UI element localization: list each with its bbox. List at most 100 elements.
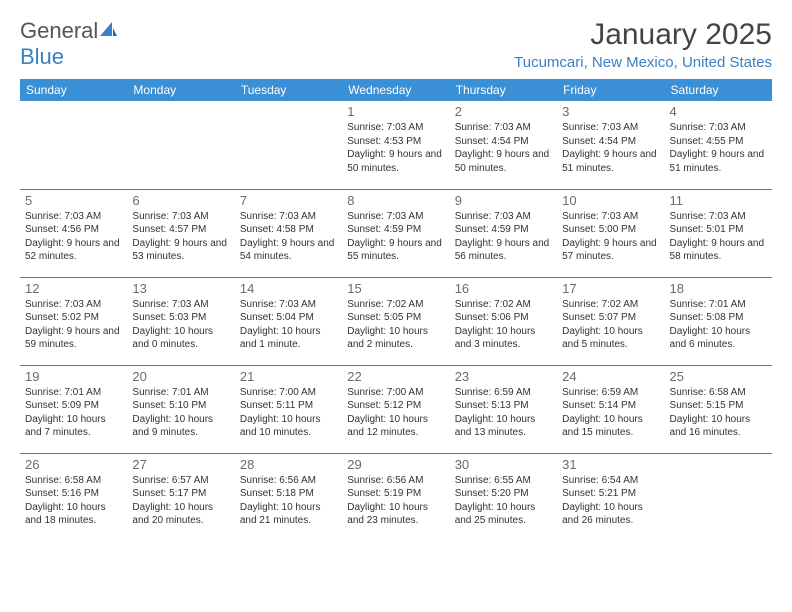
calendar-day-cell: 25 Sunrise: 6:58 AMSunset: 5:15 PMDayligh…	[665, 365, 772, 453]
day-number: 18	[670, 281, 767, 296]
day-number: 26	[25, 457, 122, 472]
day-number: 29	[347, 457, 444, 472]
day-number: 19	[25, 369, 122, 384]
day-number: 3	[562, 104, 659, 119]
day-header: Tuesday	[235, 79, 342, 101]
day-number: 8	[347, 193, 444, 208]
calendar-day-cell: 1Sunrise: 7:03 AMSunset: 4:53 PMDaylight…	[342, 101, 449, 189]
day-number: 30	[455, 457, 552, 472]
day-header: Friday	[557, 79, 664, 101]
calendar-day-cell: 20 Sunrise: 7:01 AMSunset: 5:10 PMDayligh…	[127, 365, 234, 453]
day-details: Sunrise: 7:01 AMSunset: 5:09 PMDaylight:…	[25, 386, 122, 440]
calendar-day-cell	[235, 101, 342, 189]
day-details: Sunrise: 6:59 AMSunset: 5:13 PMDaylight:…	[455, 386, 552, 440]
day-details: Sunrise: 7:03 AMSunset: 4:59 PMDaylight:…	[455, 210, 552, 264]
day-number: 22	[347, 369, 444, 384]
calendar-week-row: 12 Sunrise: 7:03 AMSunset: 5:02 PMDayligh…	[20, 277, 772, 365]
calendar-day-cell: 11 Sunrise: 7:03 AMSunset: 5:01 PMDayligh…	[665, 189, 772, 277]
day-number: 23	[455, 369, 552, 384]
calendar-week-row: 5Sunrise: 7:03 AMSunset: 4:56 PMDaylight…	[20, 189, 772, 277]
day-number: 25	[670, 369, 767, 384]
calendar-day-cell: 23 Sunrise: 6:59 AMSunset: 5:13 PMDayligh…	[450, 365, 557, 453]
day-details: Sunrise: 7:03 AMSunset: 4:56 PMDaylight:…	[25, 210, 122, 264]
calendar-day-cell: 4Sunrise: 7:03 AMSunset: 4:55 PMDaylight…	[665, 101, 772, 189]
day-number: 12	[25, 281, 122, 296]
calendar-day-cell: 9Sunrise: 7:03 AMSunset: 4:59 PMDaylight…	[450, 189, 557, 277]
calendar-day-cell: 12 Sunrise: 7:03 AMSunset: 5:02 PMDayligh…	[20, 277, 127, 365]
day-details: Sunrise: 7:02 AMSunset: 5:05 PMDaylight:…	[347, 298, 444, 352]
title-block: January 2025 Tucumcari, New Mexico, Unit…	[514, 18, 772, 71]
calendar-day-cell: 6 Sunrise: 7:03 AMSunset: 4:57 PMDaylight…	[127, 189, 234, 277]
calendar-day-cell: 24Sunrise: 6:59 AMSunset: 5:14 PMDayligh…	[557, 365, 664, 453]
day-number: 20	[132, 369, 229, 384]
day-details: Sunrise: 7:02 AMSunset: 5:06 PMDaylight:…	[455, 298, 552, 352]
logo-sail-icon	[98, 18, 118, 44]
calendar-day-cell: 7Sunrise: 7:03 AMSunset: 4:58 PMDaylight…	[235, 189, 342, 277]
day-number: 4	[670, 104, 767, 119]
day-details: Sunrise: 7:03 AMSunset: 4:54 PMDaylight:…	[562, 121, 659, 175]
day-details: Sunrise: 7:00 AMSunset: 5:11 PMDaylight:…	[240, 386, 337, 440]
day-details: Sunrise: 6:54 AMSunset: 5:21 PMDaylight:…	[562, 474, 659, 528]
logo: GeneralBlue	[20, 18, 118, 70]
day-details: Sunrise: 7:03 AMSunset: 4:53 PMDaylight:…	[347, 121, 444, 175]
calendar-day-cell: 18 Sunrise: 7:01 AMSunset: 5:08 PMDayligh…	[665, 277, 772, 365]
header: GeneralBlue January 2025 Tucumcari, New …	[20, 18, 772, 71]
calendar-day-cell: 28Sunrise: 6:56 AMSunset: 5:18 PMDayligh…	[235, 453, 342, 541]
calendar-day-cell: 29 Sunrise: 6:56 AMSunset: 5:19 PMDayligh…	[342, 453, 449, 541]
calendar-day-cell: 17Sunrise: 7:02 AMSunset: 5:07 PMDayligh…	[557, 277, 664, 365]
day-number: 16	[455, 281, 552, 296]
calendar-day-cell: 2Sunrise: 7:03 AMSunset: 4:54 PMDaylight…	[450, 101, 557, 189]
day-details: Sunrise: 7:00 AMSunset: 5:12 PMDaylight:…	[347, 386, 444, 440]
calendar-day-cell: 15 Sunrise: 7:02 AMSunset: 5:05 PMDayligh…	[342, 277, 449, 365]
calendar-week-row: 1Sunrise: 7:03 AMSunset: 4:53 PMDaylight…	[20, 101, 772, 189]
calendar-day-cell: 13 Sunrise: 7:03 AMSunset: 5:03 PMDayligh…	[127, 277, 234, 365]
day-details: Sunrise: 6:56 AMSunset: 5:19 PMDaylight:…	[347, 474, 444, 528]
day-details: Sunrise: 7:03 AMSunset: 4:59 PMDaylight:…	[347, 210, 444, 264]
day-number: 17	[562, 281, 659, 296]
day-details: Sunrise: 7:01 AMSunset: 5:08 PMDaylight:…	[670, 298, 767, 352]
calendar-day-cell: 22 Sunrise: 7:00 AMSunset: 5:12 PMDayligh…	[342, 365, 449, 453]
day-details: Sunrise: 7:03 AMSunset: 5:02 PMDaylight:…	[25, 298, 122, 352]
day-header: Thursday	[450, 79, 557, 101]
day-number: 6	[132, 193, 229, 208]
calendar-day-cell: 19 Sunrise: 7:01 AMSunset: 5:09 PMDayligh…	[20, 365, 127, 453]
day-number: 7	[240, 193, 337, 208]
page-title: January 2025	[514, 18, 772, 52]
day-details: Sunrise: 7:01 AMSunset: 5:10 PMDaylight:…	[132, 386, 229, 440]
logo-text-blue: Blue	[20, 44, 64, 69]
calendar-day-cell: 14 Sunrise: 7:03 AMSunset: 5:04 PMDayligh…	[235, 277, 342, 365]
day-details: Sunrise: 6:55 AMSunset: 5:20 PMDaylight:…	[455, 474, 552, 528]
location-text: Tucumcari, New Mexico, United States	[514, 54, 772, 71]
calendar-day-cell: 8 Sunrise: 7:03 AMSunset: 4:59 PMDaylight…	[342, 189, 449, 277]
calendar-day-cell	[127, 101, 234, 189]
calendar-day-cell: 31 Sunrise: 6:54 AMSunset: 5:21 PMDayligh…	[557, 453, 664, 541]
day-details: Sunrise: 6:58 AMSunset: 5:16 PMDaylight:…	[25, 474, 122, 528]
calendar-day-cell	[20, 101, 127, 189]
day-details: Sunrise: 7:03 AMSunset: 5:04 PMDaylight:…	[240, 298, 337, 352]
day-details: Sunrise: 6:57 AMSunset: 5:17 PMDaylight:…	[132, 474, 229, 528]
day-details: Sunrise: 7:03 AMSunset: 5:01 PMDaylight:…	[670, 210, 767, 264]
day-details: Sunrise: 6:58 AMSunset: 5:15 PMDaylight:…	[670, 386, 767, 440]
calendar-day-cell: 27Sunrise: 6:57 AMSunset: 5:17 PMDayligh…	[127, 453, 234, 541]
day-number: 31	[562, 457, 659, 472]
day-header-row: SundayMondayTuesdayWednesdayThursdayFrid…	[20, 79, 772, 101]
calendar-day-cell: 16 Sunrise: 7:02 AMSunset: 5:06 PMDayligh…	[450, 277, 557, 365]
logo-text-gray: General	[20, 18, 98, 43]
day-number: 14	[240, 281, 337, 296]
calendar-day-cell: 21Sunrise: 7:00 AMSunset: 5:11 PMDayligh…	[235, 365, 342, 453]
day-number: 13	[132, 281, 229, 296]
day-number: 24	[562, 369, 659, 384]
day-number: 15	[347, 281, 444, 296]
calendar-week-row: 19 Sunrise: 7:01 AMSunset: 5:09 PMDayligh…	[20, 365, 772, 453]
day-details: Sunrise: 7:03 AMSunset: 4:57 PMDaylight:…	[132, 210, 229, 264]
calendar-day-cell: 3 Sunrise: 7:03 AMSunset: 4:54 PMDaylight…	[557, 101, 664, 189]
calendar-week-row: 26 Sunrise: 6:58 AMSunset: 5:16 PMDayligh…	[20, 453, 772, 541]
day-number: 10	[562, 193, 659, 208]
day-details: Sunrise: 7:03 AMSunset: 4:54 PMDaylight:…	[455, 121, 552, 175]
calendar-table: SundayMondayTuesdayWednesdayThursdayFrid…	[20, 79, 772, 541]
calendar-day-cell: 30 Sunrise: 6:55 AMSunset: 5:20 PMDayligh…	[450, 453, 557, 541]
day-number: 11	[670, 193, 767, 208]
calendar-day-cell: 5Sunrise: 7:03 AMSunset: 4:56 PMDaylight…	[20, 189, 127, 277]
day-details: Sunrise: 7:03 AMSunset: 5:03 PMDaylight:…	[132, 298, 229, 352]
calendar-day-cell: 10Sunrise: 7:03 AMSunset: 5:00 PMDayligh…	[557, 189, 664, 277]
